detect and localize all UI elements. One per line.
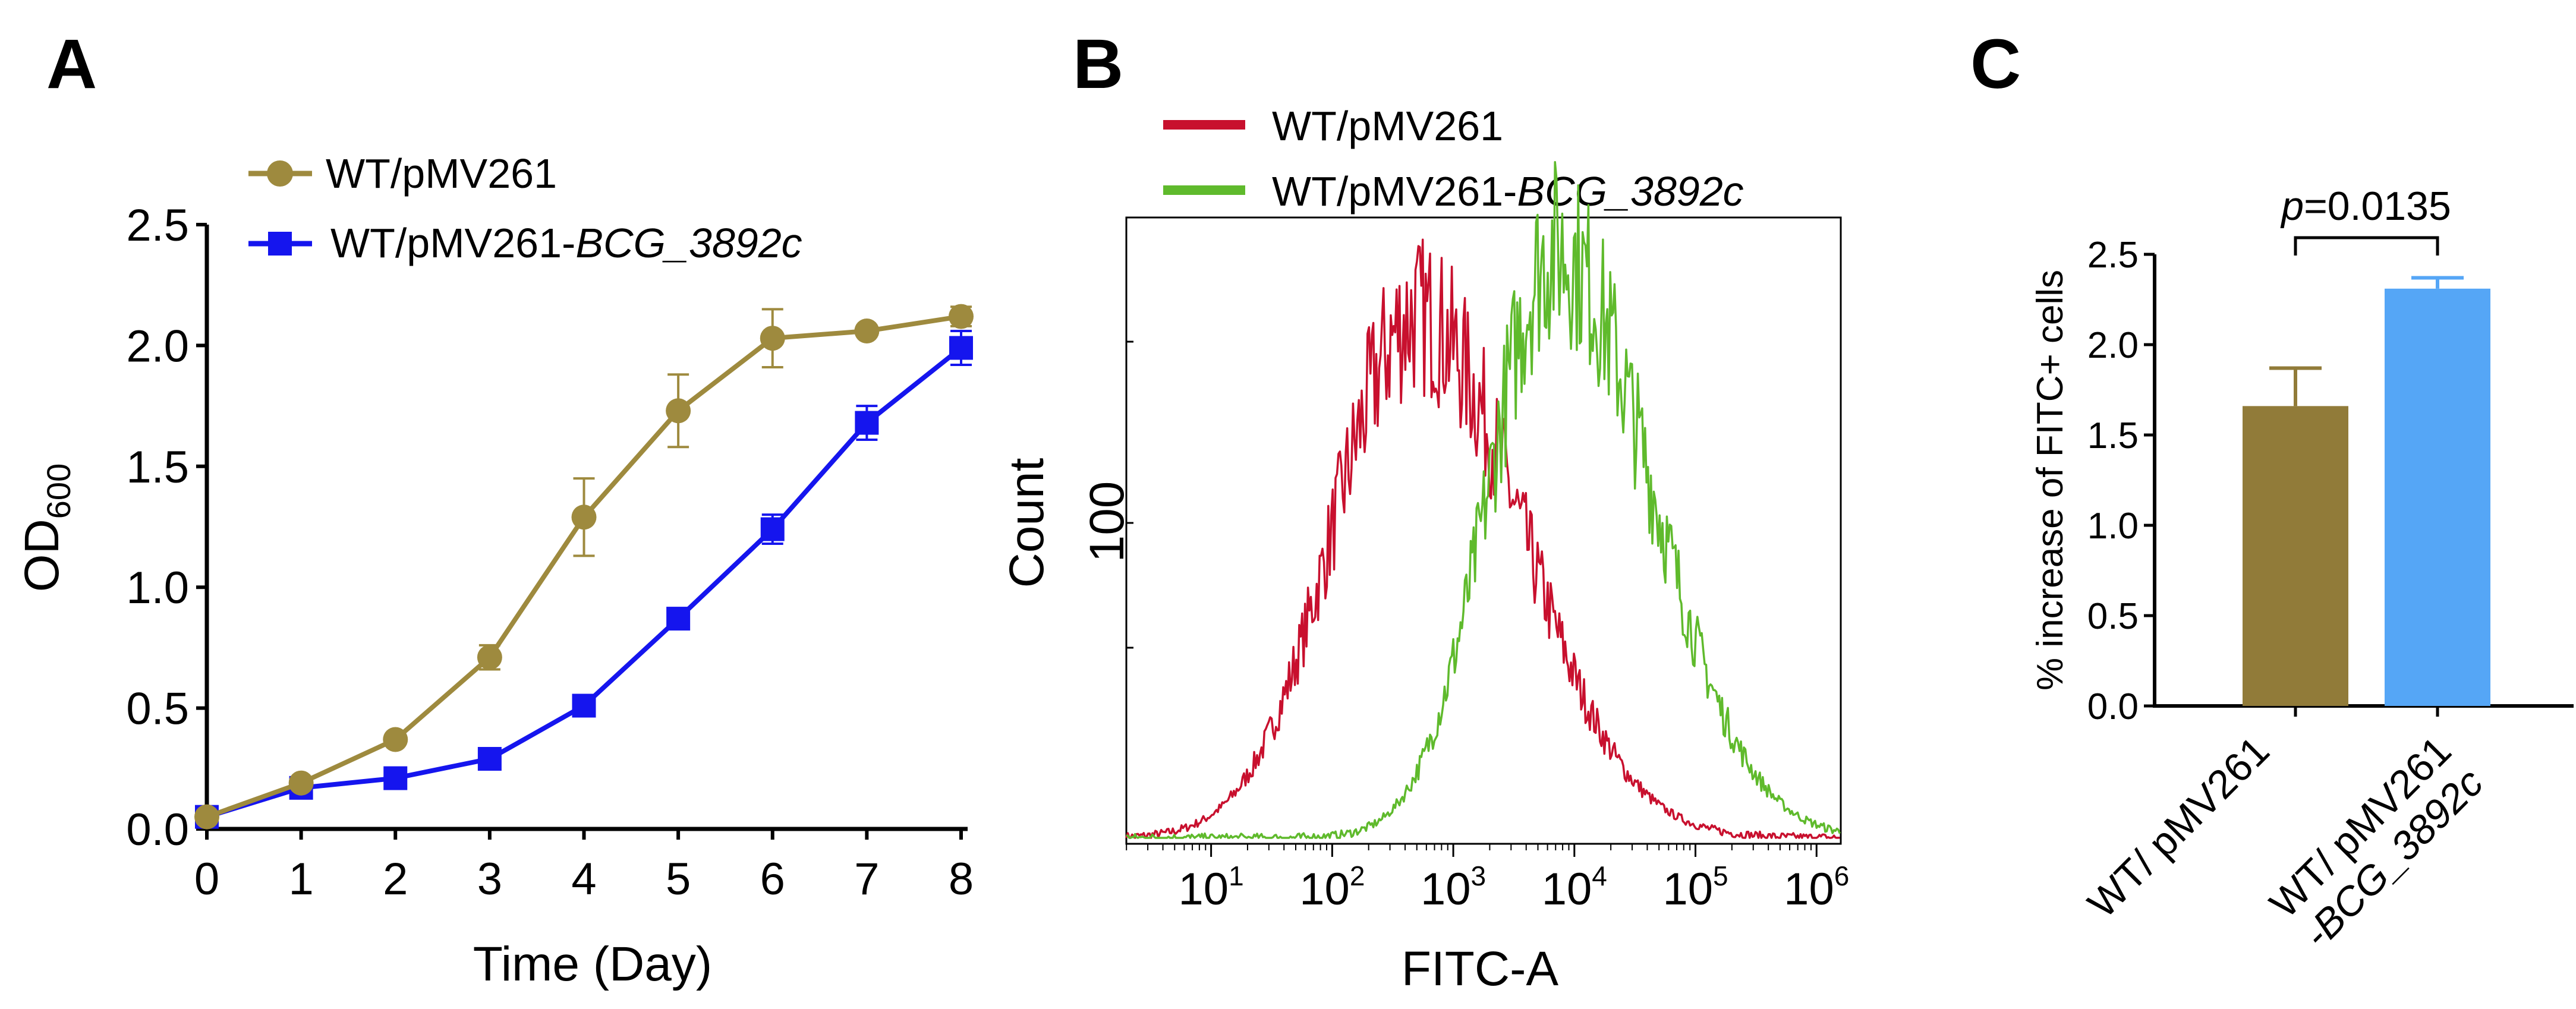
axis-a-xtick-label: 6 <box>760 854 785 904</box>
axis-c-ytick-label: 0.0 <box>2087 686 2139 727</box>
axis-b-xtick-label: 104 <box>1542 860 1607 915</box>
significance-annotation: p=0.0135 <box>2280 184 2451 229</box>
panel-a: A WT/pMV261 WT/pMV261-BCG_3892c 0.0 0.5 1.… <box>15 25 974 991</box>
axis-b-y-ticks <box>1126 216 1133 649</box>
data-point <box>666 607 691 631</box>
histogram-b-1 <box>1125 238 1840 839</box>
data-point <box>949 304 974 329</box>
axis-b-ytick-label: 100 <box>1080 481 1134 563</box>
axis-a-xtick-label: 2 <box>383 854 408 904</box>
data-point <box>288 770 314 796</box>
axis-a-ytick-label: 1.0 <box>126 563 189 613</box>
data-point <box>194 804 219 830</box>
data-point <box>477 747 502 771</box>
legend-b-label-2: WT/pMV261-BCG_3892c <box>1272 168 1744 215</box>
axis-c-ytick-label: 2.5 <box>2087 235 2139 276</box>
data-point <box>949 336 973 360</box>
legend-a-marker-1 <box>267 160 293 187</box>
data-point <box>571 504 597 530</box>
legend-a-label-2-italic: BCG_3892c <box>575 220 802 266</box>
axis-a-ytick-label: 0.0 <box>126 805 189 855</box>
axis-b-xtick-label: 102 <box>1299 860 1365 915</box>
legend-a-label-1: WT/pMV261 <box>326 150 557 197</box>
axis-a-ytick-label: 1.5 <box>126 442 189 493</box>
axis-b-xtick-label: 106 <box>1784 860 1849 915</box>
axis-c-ylabel: % increase of FITC+ cells <box>2030 270 2071 690</box>
axis-a-xtick-label: 8 <box>949 854 974 904</box>
axis-a-xtick-label: 5 <box>666 854 691 904</box>
legend-b: WT/pMV261 WT/pMV261-BCG_3892c <box>1163 103 1744 215</box>
data-point <box>666 398 691 424</box>
data-point <box>383 766 408 790</box>
plot-b-frame <box>1125 216 1842 845</box>
data-point <box>760 326 785 351</box>
axis-a-xtick-label: 3 <box>477 854 502 904</box>
significance-p-italic: p <box>2280 184 2304 229</box>
series-a-2 <box>195 329 973 829</box>
axis-c-ytick-label: 0.5 <box>2087 596 2139 637</box>
data-point <box>854 318 880 343</box>
axis-c-ytick-label: 1.5 <box>2087 415 2139 456</box>
histogram-b-2 <box>1126 160 1841 839</box>
data-point <box>572 693 596 718</box>
series-a-line <box>206 314 962 819</box>
axis-a-ylabel-sub: 600 <box>40 463 77 519</box>
legend-b-label-2-italic: BCG_3892c <box>1517 168 1743 215</box>
panel-label-b: B <box>1073 25 1123 103</box>
axis-a-xtick-label: 4 <box>571 854 596 904</box>
legend-a-marker-2 <box>268 232 292 256</box>
axis-b-ylabel: Count <box>1000 458 1054 588</box>
axis-a-ytick-label: 0.5 <box>126 684 189 734</box>
significance-p-value: =0.0135 <box>2304 184 2451 229</box>
bars-c <box>2243 276 2490 717</box>
axis-a-ylabel-main: OD <box>15 519 69 592</box>
significance-bracket <box>2294 236 2439 256</box>
axis-b-x-ticks: 101 102 103 104 105 106 <box>1126 844 1849 915</box>
axis-b-xtick-label: 101 <box>1179 860 1244 915</box>
legend-b-label-2-plain: WT/pMV261- <box>1272 168 1517 215</box>
axis-c-ytick-label: 1.0 <box>2087 506 2139 547</box>
series-a-1 <box>194 304 974 830</box>
bar-c-category-1: WT/ pMV261 <box>2079 728 2278 926</box>
axis-c-y-ticks: 0.0 0.5 1.0 1.5 2.0 2.5 <box>2087 235 2155 727</box>
axis-a-ylabel: OD600 <box>15 463 77 592</box>
axis-a-xlabel: Time (Day) <box>473 937 712 991</box>
series-a-line <box>206 346 963 819</box>
axis-a-ytick-label: 2.5 <box>126 200 189 251</box>
legend-a-label-2: WT/pMV261-BCG_3892c <box>330 220 802 266</box>
axis-a-xtick-label: 7 <box>854 854 879 904</box>
series-b <box>1125 160 1841 839</box>
axis-a-y-ticks: 0.0 0.5 1.0 1.5 2.0 2.5 <box>126 200 207 855</box>
axis-a-xtick-label: 0 <box>194 854 219 904</box>
panel-label-a: A <box>46 25 97 103</box>
axis-a-x-ticks: 0 1 2 3 4 5 6 7 8 <box>194 829 974 904</box>
panel-label-c: C <box>1970 25 2021 103</box>
axis-a-xtick-label: 1 <box>288 854 313 904</box>
data-point <box>383 727 408 752</box>
legend-b-label-1: WT/pMV261 <box>1272 103 1503 149</box>
legend-a-label-2-plain: WT/pMV261- <box>330 220 575 266</box>
legend-a: WT/pMV261 WT/pMV261-BCG_3892c <box>248 150 802 266</box>
bar-c-category-2: WT/ pMV261-BCG_3892c <box>2261 728 2492 958</box>
bar-c-2 <box>2385 288 2490 706</box>
panel-c: C 0.0 0.5 1.0 1.5 2.0 2.5 % increase of FITC+… <box>1970 25 2574 958</box>
axis-a-ytick-label: 2.0 <box>126 321 189 371</box>
axis-b-xtick-label: 105 <box>1662 860 1728 915</box>
panel-b: B WT/pMV261 WT/pMV261-BCG_3892c 101 102 10… <box>1000 25 1849 996</box>
data-point <box>855 411 879 435</box>
bar-c-1 <box>2243 406 2348 706</box>
axis-b-xlabel: FITC-A <box>1402 942 1558 996</box>
axis-b-xtick-label: 103 <box>1421 860 1486 915</box>
axis-c-ytick-label: 2.0 <box>2087 325 2139 366</box>
data-point <box>760 517 785 541</box>
series-a <box>194 304 974 830</box>
data-point <box>477 645 502 670</box>
